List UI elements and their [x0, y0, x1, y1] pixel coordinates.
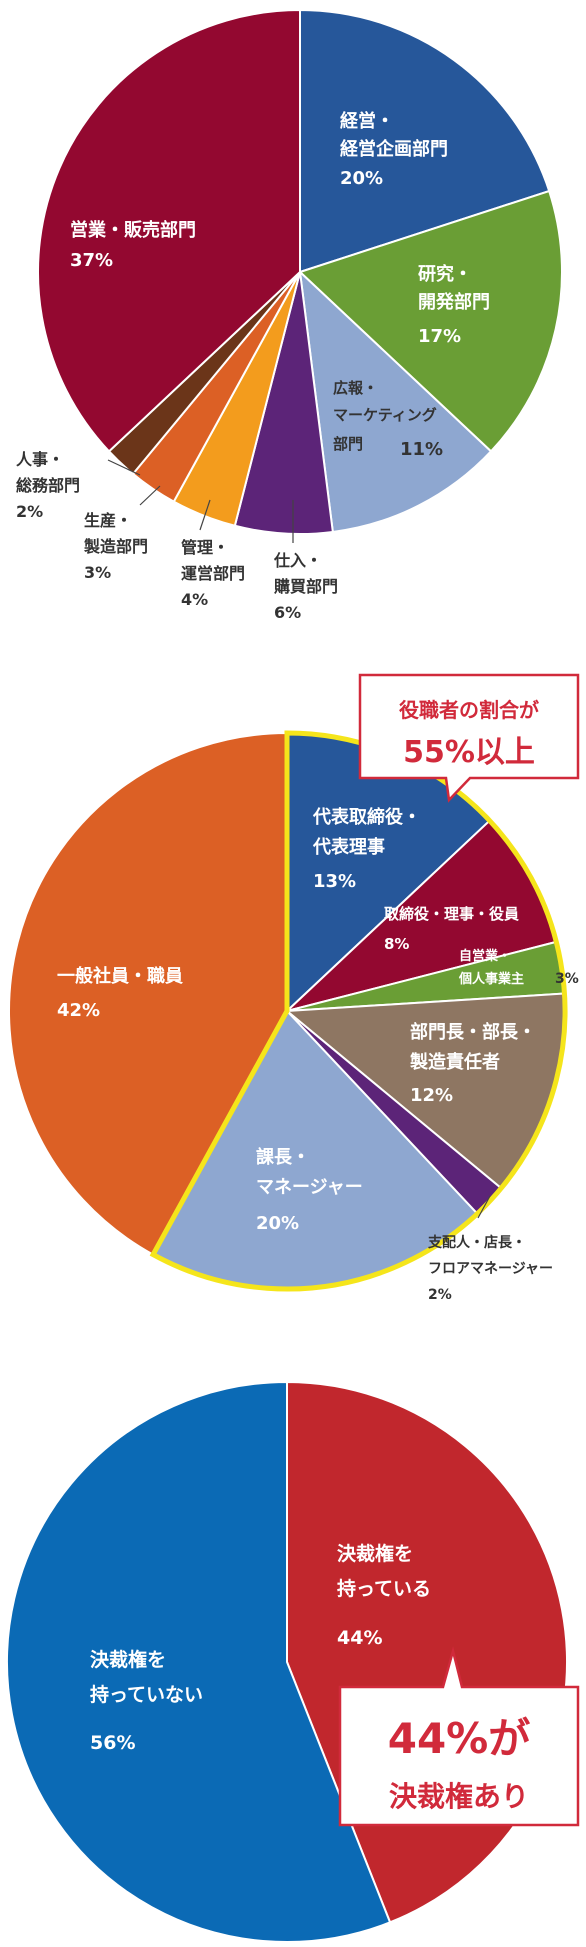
pie-slice-2 — [298, 269, 493, 534]
slice-label-jinji: 人事・ 総務部門 2% — [16, 450, 86, 521]
slice-pct-kouhou: 11% — [400, 439, 443, 460]
slice-label-shihainin: 支配人・店長・ フロアマネージャー 2% — [427, 1234, 558, 1303]
pie-chart-positions: 役職者の割合が 55%以上 代表取締役・ 代表理事 13% 取締役・理事・役員 … — [8, 673, 580, 1303]
leader-line-seisan — [139, 485, 161, 506]
pie-slice-1 — [6, 1380, 392, 1943]
pie-chart-departments: 経営・ 経営企画部門 20% 研究・ 開発部門 17% 広報・ マーケティング … — [16, 8, 563, 622]
callout-line1: 役職者の割合が — [399, 698, 539, 722]
slice-label-buchou: 部門長・部長・ 製造責任者 12% — [409, 1021, 542, 1106]
slice-label-seisan: 生産・ 製造部門 3% — [83, 511, 154, 582]
slice-label-shiire: 仕入・ 購買部門 6% — [273, 551, 344, 622]
authority-callout: 44%が 決裁権あり — [338, 1646, 580, 1827]
slice-label-ippan: 一般社員・職員 42% — [57, 965, 189, 1021]
leader-line-shihainin — [477, 1195, 491, 1219]
slice-label-jieigyo: 自営業・ 個人事業主 — [458, 948, 524, 987]
slice-label-daihyo: 代表取締役・ 代表理事 13% — [312, 806, 427, 892]
officer-ratio-callout: 役職者の割合が 55%以上 — [358, 673, 580, 803]
slice-label-kenkyu: 研究・ 開発部門 17% — [418, 263, 496, 347]
pie-slice-1 — [298, 189, 563, 453]
pie-slice-6 — [8, 731, 288, 1256]
leader-line-jinji — [107, 459, 141, 476]
callout-line2: 決裁権あり — [389, 1780, 529, 1813]
slice-label-kouhou: 広報・ マーケティング 部門 — [333, 379, 442, 453]
pie-chart-authority: 決裁権を 持っている 44% 決裁権を 持っていない 56% 44%が 決裁権あ… — [6, 1380, 580, 1943]
slice-pct-jieigyo: 3% — [555, 971, 579, 987]
pie-slice-0 — [299, 8, 551, 274]
slice-label-kachou: 課長・ マネージャー 20% — [256, 1146, 369, 1234]
slice-label-eigyo: 営業・販売部門 37% — [70, 219, 202, 271]
callout-line1: 44%が — [388, 1714, 531, 1763]
slice-label-no-authority: 決裁権を 持っていない 56% — [90, 1648, 210, 1754]
slice-label-torishimari: 取締役・理事・役員 8% — [384, 905, 524, 953]
pie-slice-7 — [37, 8, 301, 453]
slice-label-kanri: 管理・ 運営部門 4% — [181, 538, 251, 609]
leader-line-kanri — [199, 499, 211, 531]
callout-line2: 55%以上 — [403, 735, 535, 770]
slice-label-has-authority: 決裁権を 持っている 44% — [337, 1542, 438, 1649]
slice-label-keiei: 経営・ 経営企画部門 20% — [340, 110, 454, 189]
